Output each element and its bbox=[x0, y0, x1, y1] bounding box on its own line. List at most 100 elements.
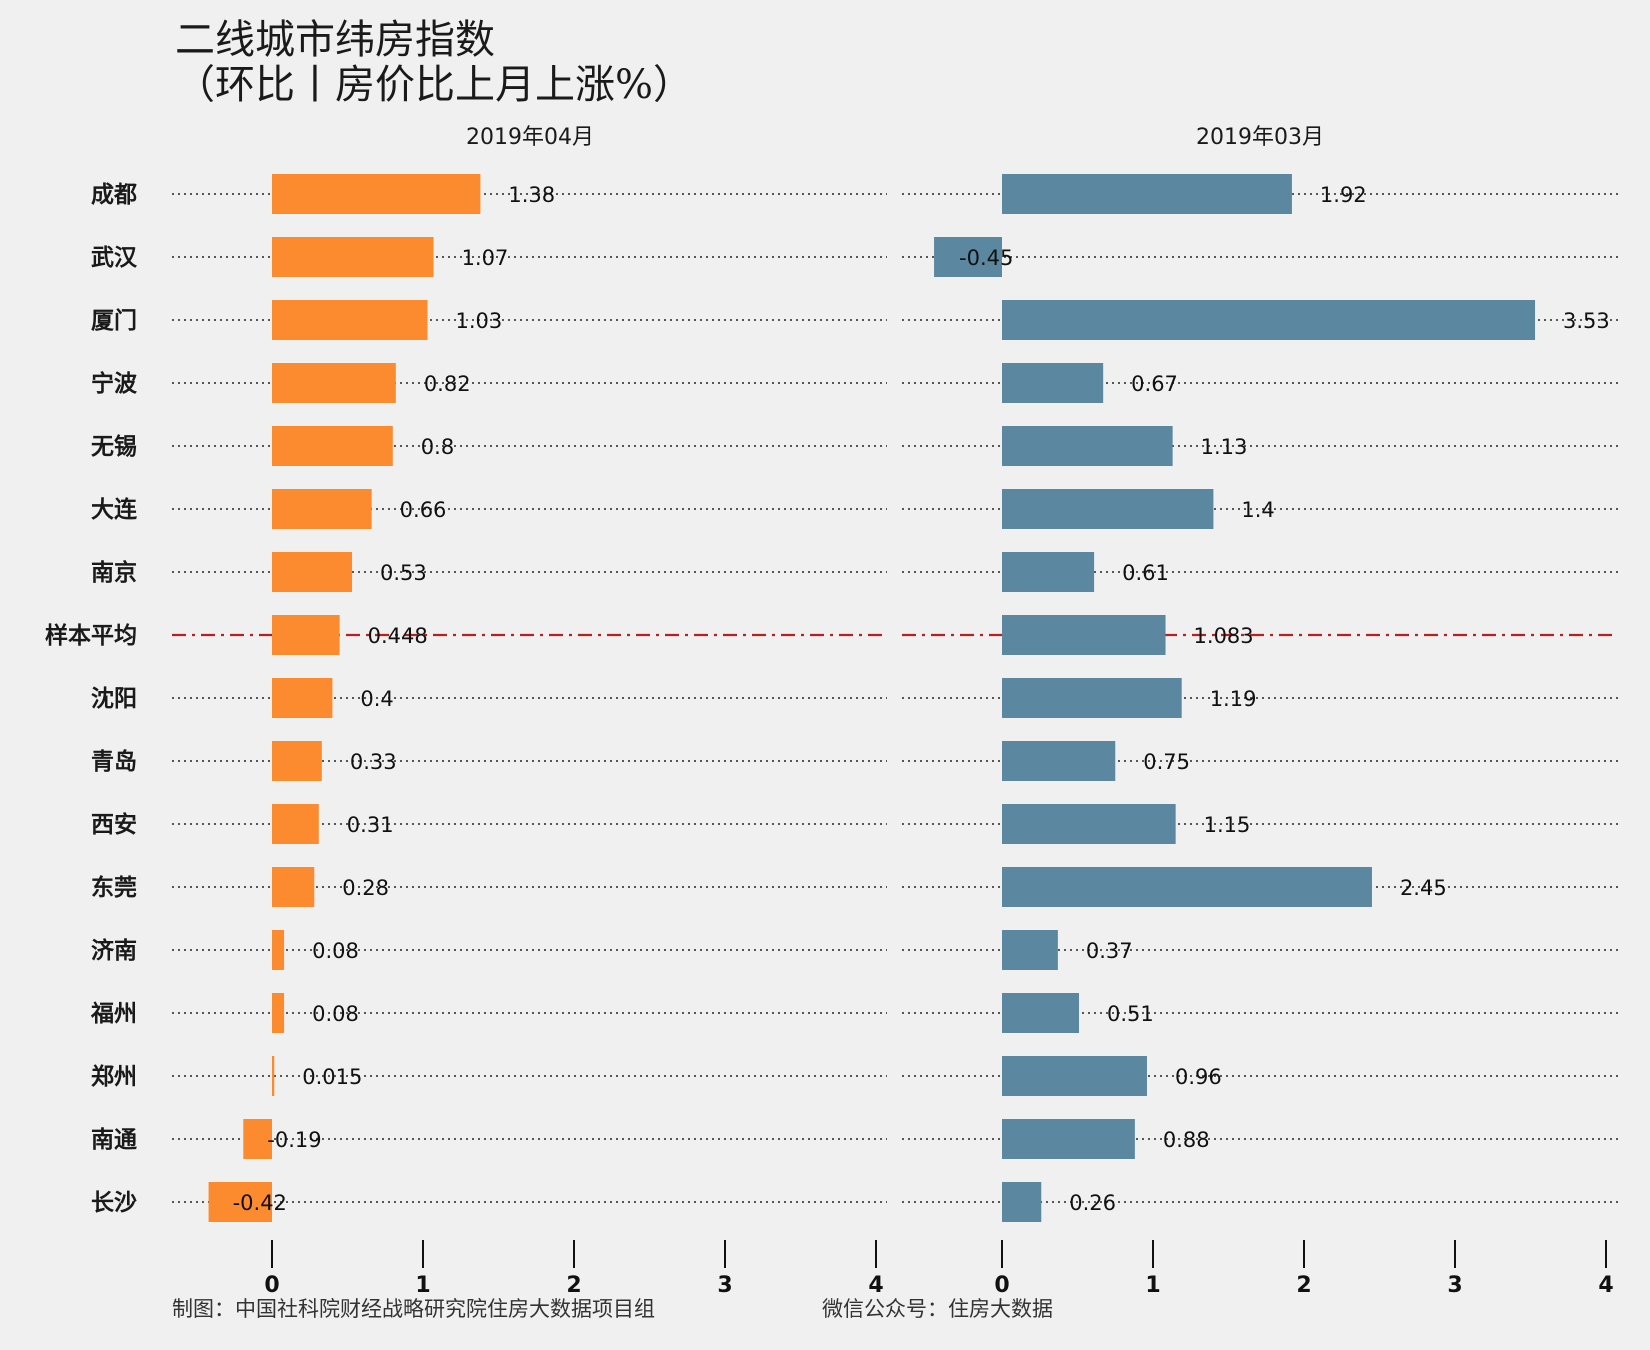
category-label: 南通 bbox=[91, 1126, 137, 1153]
bar bbox=[1002, 993, 1080, 1033]
value-label: 0.61 bbox=[1122, 561, 1169, 585]
bar bbox=[1002, 678, 1182, 718]
value-label: 1.083 bbox=[1194, 624, 1254, 648]
value-label: -0.42 bbox=[233, 1191, 287, 1215]
category-label: 福州 bbox=[90, 1000, 137, 1027]
bar bbox=[1002, 552, 1095, 592]
category-label: 沈阳 bbox=[91, 685, 137, 712]
bar bbox=[1002, 867, 1372, 907]
category-label: 武汉 bbox=[91, 244, 138, 271]
bar bbox=[1002, 174, 1292, 214]
value-label: 0.51 bbox=[1107, 1002, 1154, 1026]
value-label: 1.38 bbox=[508, 183, 555, 207]
chart-subtitle: （环比丨房价比上月上涨%） bbox=[175, 62, 693, 108]
value-label: 1.4 bbox=[1241, 498, 1274, 522]
facet-title: 2019年03月 bbox=[1196, 125, 1324, 150]
value-label: 0.96 bbox=[1175, 1065, 1222, 1089]
bar bbox=[272, 174, 481, 214]
value-label: 0.66 bbox=[400, 498, 447, 522]
value-label: 0.4 bbox=[360, 687, 393, 711]
bar bbox=[272, 489, 372, 529]
category-label: 郑州 bbox=[91, 1063, 137, 1090]
category-label: 西安 bbox=[91, 811, 137, 838]
category-label: 厦门 bbox=[91, 307, 137, 334]
tick-label: 1 bbox=[415, 1273, 430, 1298]
value-label: 1.15 bbox=[1204, 813, 1251, 837]
tick-label: 2 bbox=[566, 1273, 581, 1298]
bar bbox=[272, 930, 285, 970]
bar bbox=[934, 237, 1002, 277]
bar bbox=[272, 741, 322, 781]
value-label: -0.45 bbox=[959, 246, 1013, 270]
bar bbox=[272, 993, 285, 1033]
bar bbox=[272, 804, 319, 844]
value-label: 0.88 bbox=[1163, 1128, 1210, 1152]
value-label: 3.53 bbox=[1563, 309, 1610, 333]
bar bbox=[243, 1119, 272, 1159]
value-label: -0.19 bbox=[267, 1128, 321, 1152]
tick-label: 4 bbox=[868, 1273, 883, 1298]
bar bbox=[1002, 741, 1116, 781]
bar bbox=[272, 363, 396, 403]
value-label: 0.28 bbox=[342, 876, 389, 900]
value-label: 0.08 bbox=[312, 939, 359, 963]
value-label: 2.45 bbox=[1400, 876, 1447, 900]
tick-label: 4 bbox=[1598, 1273, 1613, 1298]
value-label: 1.03 bbox=[456, 309, 503, 333]
tick-label: 1 bbox=[1145, 1273, 1160, 1298]
bar bbox=[272, 1056, 275, 1096]
tick-label: 0 bbox=[994, 1273, 1009, 1298]
value-label: 0.53 bbox=[380, 561, 427, 585]
value-label: 0.82 bbox=[424, 372, 471, 396]
bar bbox=[1002, 804, 1176, 844]
tick-label: 3 bbox=[1447, 1273, 1462, 1298]
caption-source: 制图：中国社科院财经战略研究院住房大数据项目组 bbox=[172, 1297, 655, 1321]
category-label: 青岛 bbox=[91, 748, 137, 775]
value-label: 0.37 bbox=[1086, 939, 1133, 963]
bar bbox=[272, 678, 333, 718]
bar bbox=[272, 615, 340, 655]
bar bbox=[1002, 489, 1214, 529]
value-label: 1.92 bbox=[1320, 183, 1367, 207]
category-label: 长沙 bbox=[91, 1189, 137, 1216]
facet-title: 2019年04月 bbox=[466, 125, 594, 150]
bar bbox=[272, 426, 393, 466]
category-label: 济南 bbox=[91, 937, 137, 964]
category-label: 样本平均 bbox=[45, 622, 137, 649]
value-label: 1.13 bbox=[1201, 435, 1248, 459]
bar bbox=[1002, 1119, 1135, 1159]
bar bbox=[1002, 615, 1166, 655]
value-label: 0.75 bbox=[1143, 750, 1190, 774]
value-label: 0.26 bbox=[1069, 1191, 1116, 1215]
bar bbox=[272, 300, 428, 340]
value-label: 0.67 bbox=[1131, 372, 1178, 396]
caption-wechat: 微信公众号：住房大数据 bbox=[822, 1297, 1053, 1321]
value-label: 0.8 bbox=[421, 435, 454, 459]
bar bbox=[208, 1182, 272, 1222]
bar bbox=[272, 867, 315, 907]
value-label: 0.31 bbox=[347, 813, 394, 837]
category-label: 宁波 bbox=[91, 370, 138, 397]
value-label: 1.19 bbox=[1210, 687, 1257, 711]
bar bbox=[1002, 1056, 1147, 1096]
value-label: 0.448 bbox=[368, 624, 428, 648]
value-label: 0.08 bbox=[312, 1002, 359, 1026]
bar bbox=[1002, 363, 1104, 403]
facet-march: 2019年03月 1.92 -0.45 3.53 0.67 1.13 1.4 0.61 1.08… bbox=[902, 125, 1618, 1298]
tick-label: 2 bbox=[1296, 1273, 1311, 1298]
bar bbox=[272, 237, 434, 277]
value-label: 1.07 bbox=[462, 246, 509, 270]
bar bbox=[1002, 930, 1058, 970]
category-label: 成都 bbox=[91, 181, 137, 208]
category-label: 无锡 bbox=[91, 433, 137, 460]
category-label: 大连 bbox=[91, 496, 138, 523]
bar bbox=[272, 552, 353, 592]
category-label: 东莞 bbox=[91, 874, 137, 901]
bar bbox=[1002, 300, 1536, 340]
chart-title: 二线城市纬房指数 bbox=[175, 17, 495, 63]
value-label: 0.015 bbox=[302, 1065, 362, 1089]
bar bbox=[1002, 426, 1173, 466]
category-label: 南京 bbox=[91, 559, 137, 586]
